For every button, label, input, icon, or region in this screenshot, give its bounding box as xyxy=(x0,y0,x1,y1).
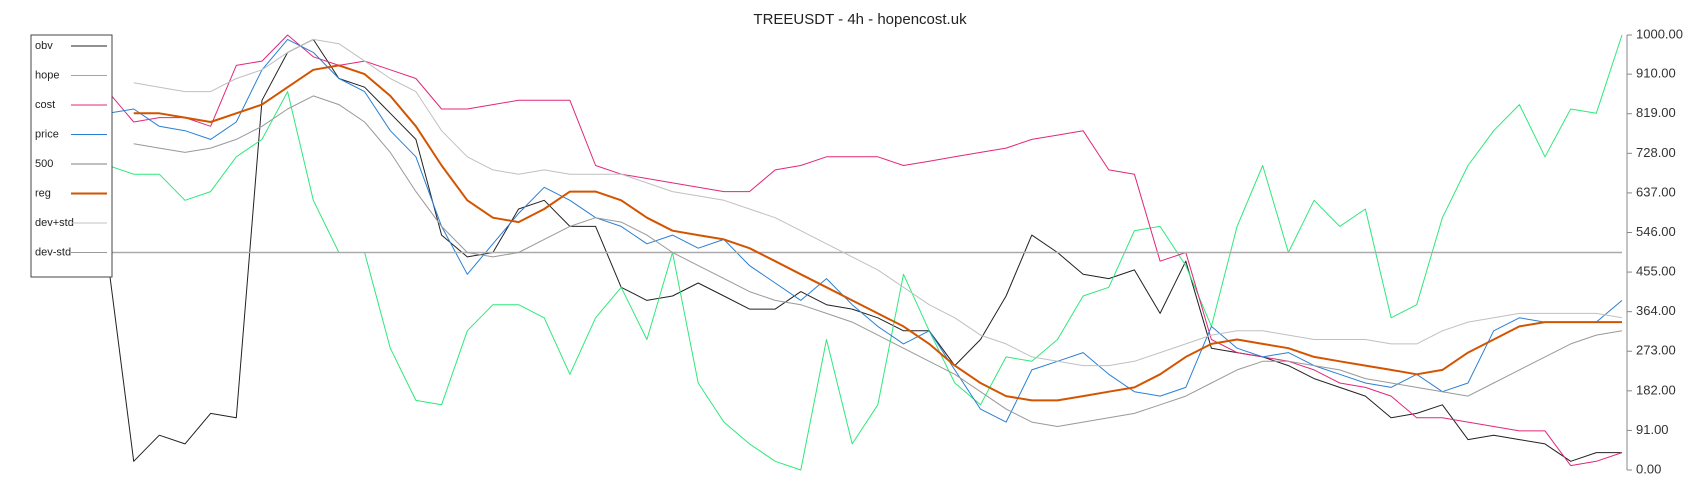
legend-label: dev-std xyxy=(35,246,71,258)
y-tick-label: 0.00 xyxy=(1636,461,1661,476)
series-line xyxy=(133,95,1623,427)
legend-label: 500 xyxy=(35,158,53,170)
series-line xyxy=(133,64,1622,402)
legend-label: cost xyxy=(35,99,55,111)
y-tick-label: 910.00 xyxy=(1636,66,1676,81)
y-tick-label: 455.00 xyxy=(1636,264,1676,279)
y-tick-label: 1000.00 xyxy=(1636,26,1683,41)
chart-title: TREEUSDT - 4h - hopencost.uk xyxy=(753,11,967,28)
legend-label: price xyxy=(35,128,59,140)
legend-label: hope xyxy=(35,69,59,81)
y-tick-label: 91.00 xyxy=(1636,422,1669,437)
y-tick-label: 546.00 xyxy=(1636,224,1676,239)
y-tick-label: 182.00 xyxy=(1636,382,1676,397)
y-tick-label: 819.00 xyxy=(1636,105,1676,120)
series-line xyxy=(133,38,1623,367)
legend-label: obv xyxy=(35,40,53,52)
y-tick-label: 364.00 xyxy=(1636,303,1676,318)
legend-label: reg xyxy=(35,187,51,199)
series-line xyxy=(107,34,1623,467)
y-tick-label: 728.00 xyxy=(1636,145,1676,160)
series-line xyxy=(107,38,1623,423)
legend: obv hope cost price 500 reg dev+std dev-std xyxy=(30,34,113,278)
y-tick-label: 637.00 xyxy=(1636,184,1676,199)
y-tick-label: 273.00 xyxy=(1636,343,1676,358)
series-line xyxy=(107,38,1622,462)
legend-label: dev+std xyxy=(35,217,74,229)
